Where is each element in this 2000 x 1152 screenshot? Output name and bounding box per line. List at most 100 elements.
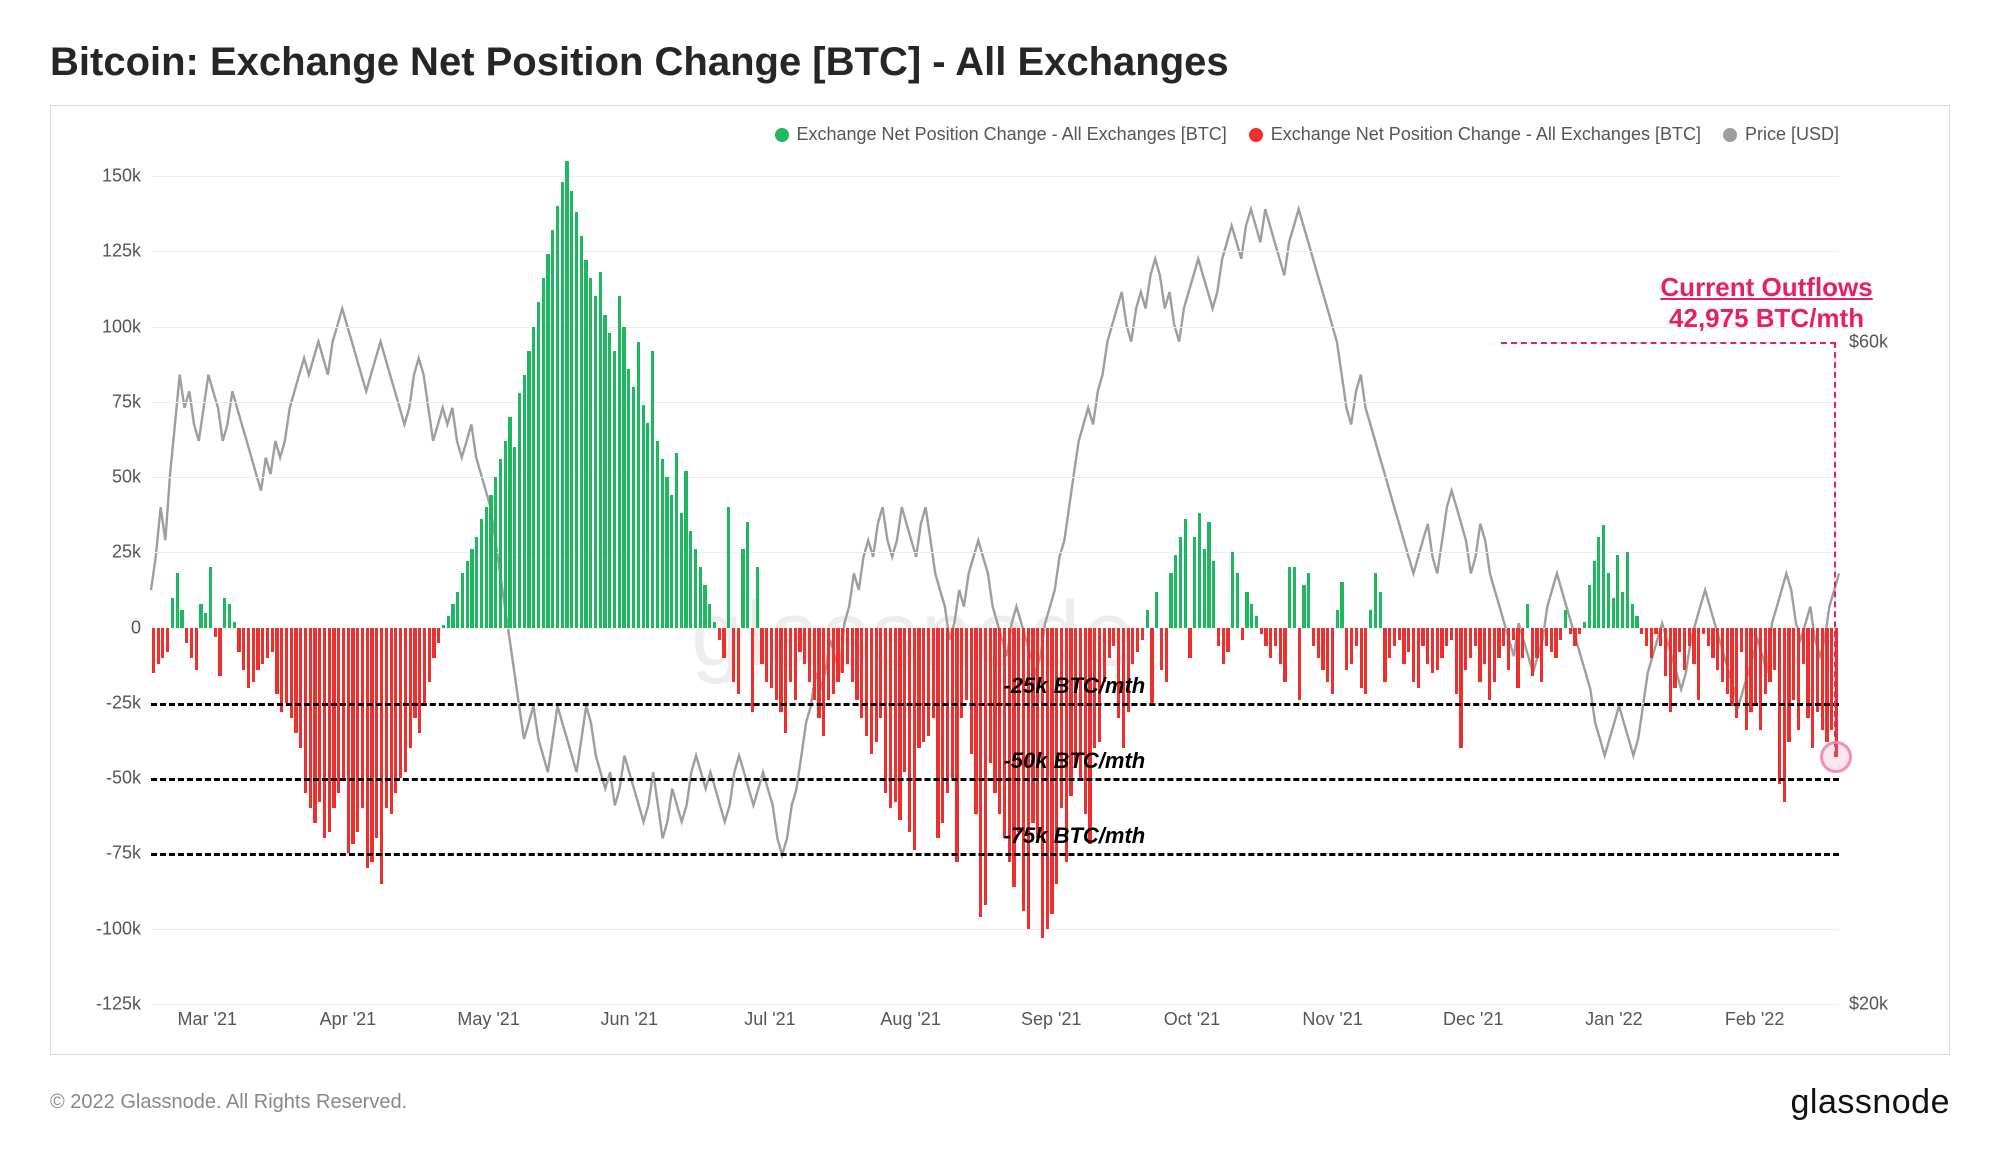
- bar-negative: [779, 628, 782, 712]
- bar-negative: [394, 628, 397, 794]
- x-axis-label: Mar '21: [178, 1009, 237, 1030]
- bar-negative: [1502, 628, 1505, 646]
- gridline: [151, 327, 1839, 328]
- bar-negative: [1688, 628, 1691, 646]
- bar-negative: [1512, 628, 1515, 640]
- bar-negative: [941, 628, 944, 824]
- reference-line: [151, 703, 1839, 706]
- bar-negative: [784, 628, 787, 733]
- bar-positive: [199, 604, 202, 628]
- bar-negative: [1550, 628, 1553, 652]
- bar-negative: [979, 628, 982, 917]
- bar-negative: [157, 628, 160, 664]
- bar-negative: [1383, 628, 1386, 682]
- bar-negative: [865, 628, 868, 736]
- bar-negative: [1825, 628, 1828, 742]
- gridline: [151, 1004, 1839, 1005]
- bar-positive: [494, 477, 497, 628]
- bar-negative: [1669, 628, 1672, 712]
- bar-negative: [1711, 628, 1714, 658]
- bar-positive: [1379, 592, 1382, 628]
- bar-negative: [1431, 628, 1434, 673]
- x-axis-label: Oct '21: [1164, 1009, 1220, 1030]
- bar-negative: [1165, 628, 1168, 682]
- bar-negative: [1445, 628, 1448, 646]
- bar-positive: [537, 302, 540, 627]
- bar-negative: [337, 628, 340, 794]
- bar-positive: [1302, 585, 1305, 627]
- bar-negative: [1388, 628, 1391, 658]
- bar-negative: [903, 628, 906, 773]
- bar-negative: [998, 628, 1001, 815]
- bar-negative: [1488, 628, 1491, 700]
- bar-negative: [1811, 628, 1814, 748]
- bar-negative: [1745, 628, 1748, 730]
- gridline: [151, 176, 1839, 177]
- bar-negative: [1283, 628, 1286, 682]
- footer: © 2022 Glassnode. All Rights Reserved. g…: [50, 1083, 1950, 1122]
- legend-dot-green: [775, 128, 789, 142]
- bar-negative: [1217, 628, 1220, 646]
- bar-positive: [689, 531, 692, 627]
- bar-negative: [898, 628, 901, 821]
- bar-positive: [1184, 519, 1187, 627]
- x-axis-label: Jun '21: [601, 1009, 658, 1030]
- bar-positive: [451, 604, 454, 628]
- reference-line: [151, 853, 1839, 856]
- bar-positive: [1231, 552, 1234, 627]
- bar-positive: [466, 561, 469, 627]
- bar-negative: [275, 628, 278, 694]
- bar-positive: [1255, 616, 1258, 628]
- bar-negative: [827, 628, 830, 700]
- bar-negative: [836, 628, 839, 682]
- bar-positive: [1607, 573, 1610, 627]
- bar-positive: [546, 254, 549, 627]
- reference-label: -25k BTC/mth: [1003, 673, 1145, 699]
- y-left-label: -100k: [71, 918, 141, 939]
- bar-negative: [798, 628, 801, 652]
- bar-negative: [285, 628, 288, 703]
- bar-negative: [813, 628, 816, 700]
- bar-negative: [185, 628, 188, 643]
- bar-negative: [1683, 628, 1686, 670]
- bar-negative: [356, 628, 359, 833]
- bar-positive: [527, 351, 530, 628]
- bar-positive: [1564, 610, 1567, 628]
- bar-negative: [1773, 628, 1776, 670]
- bar-positive: [461, 573, 464, 627]
- gridline: [151, 402, 1839, 403]
- bar-positive: [565, 161, 568, 628]
- bar-positive: [1588, 585, 1591, 627]
- bar-negative: [1108, 628, 1111, 658]
- bar-positive: [513, 447, 516, 628]
- bar-negative: [1279, 628, 1282, 664]
- x-axis-label: Dec '21: [1443, 1009, 1503, 1030]
- bar-negative: [1749, 628, 1752, 712]
- bar-negative: [1031, 628, 1034, 824]
- bar-positive: [499, 459, 502, 628]
- brand-logo: glassnode: [1790, 1083, 1950, 1122]
- bar-negative: [1436, 628, 1439, 670]
- reference-label: -75k BTC/mth: [1003, 823, 1145, 849]
- bar-positive: [575, 212, 578, 628]
- bar-negative: [351, 628, 354, 845]
- bar-positive: [746, 522, 749, 627]
- bar-negative: [1645, 628, 1648, 646]
- bar-positive: [1369, 610, 1372, 628]
- bar-negative: [1768, 628, 1771, 682]
- copyright-text: © 2022 Glassnode. All Rights Reserved.: [50, 1091, 407, 1114]
- bar-negative: [237, 628, 240, 652]
- bar-negative: [1141, 628, 1144, 640]
- bar-negative: [1702, 628, 1705, 634]
- bar-negative: [1136, 628, 1139, 652]
- bar-positive: [632, 387, 635, 628]
- legend-dot-grey: [1723, 128, 1737, 142]
- bar-negative: [261, 628, 264, 664]
- bar-negative: [955, 628, 958, 863]
- bar-negative: [1407, 628, 1410, 652]
- bar-negative: [1088, 628, 1091, 845]
- bar-negative: [1345, 628, 1348, 670]
- bar-positive: [618, 296, 621, 627]
- bar-positive: [699, 567, 702, 627]
- bar-negative: [751, 628, 754, 712]
